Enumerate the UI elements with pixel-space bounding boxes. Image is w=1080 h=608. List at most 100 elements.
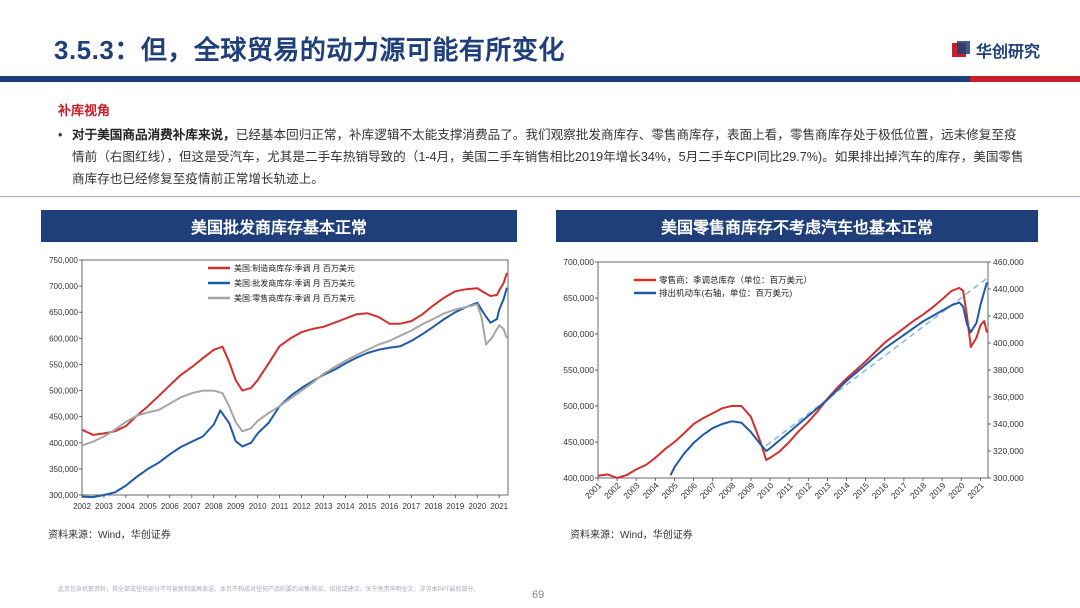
x-tick-label: 2005 <box>139 502 157 511</box>
y-tick-label: 350,000 <box>49 465 78 474</box>
left-line-chart: 300,000 350,000 400,000 450,000 500,000 550,0… <box>49 256 509 511</box>
x-tick-label: 2005 <box>659 480 680 501</box>
plot-frame <box>597 261 989 479</box>
x-tick-label: 2008 <box>717 480 738 501</box>
right-source-note: 资料来源：Wind，华创证券 <box>570 530 693 541</box>
right-y-tick-label: 340,000 <box>993 419 1024 429</box>
left-y-tick-label: 400,000 <box>563 473 594 483</box>
page-title: 3.5.3：但，全球贸易的动力源可能有所变化 <box>54 35 565 65</box>
x-tick-label: 2015 <box>359 502 377 511</box>
x-tick-label: 2011 <box>775 480 795 500</box>
x-tick-label: 2011 <box>271 502 289 511</box>
x-tick-label: 2021 <box>490 502 508 511</box>
right-chart-title: 美国零售商库存不考虑汽车也基本正常 <box>556 210 1038 242</box>
disclaimer: 此页包含机密资料，其全部或任何部分不可被复制或再发送。本页不构成对任何产品的要约… <box>58 587 480 593</box>
x-tick-label: 2019 <box>927 480 948 501</box>
x-tick-label: 2003 <box>621 480 642 501</box>
bullet-lead: 对于美国商品消费补库来说， <box>72 128 236 142</box>
x-tick-label: 2002 <box>602 480 623 501</box>
x-tick-label: 2014 <box>337 502 355 511</box>
y-tick-label: 600,000 <box>49 334 78 343</box>
right-y-tick-label: 400,000 <box>993 338 1024 348</box>
right-y-tick-label: 300,000 <box>993 473 1024 483</box>
series-line-2 <box>81 287 508 499</box>
header-rule-accent <box>970 76 1080 82</box>
series-line-2 <box>669 282 988 476</box>
left-chart-title: 美国批发商库存基本正常 <box>41 210 517 242</box>
header-rule <box>0 76 1080 82</box>
x-tick-label: 2017 <box>402 502 420 511</box>
plot-frame <box>81 259 509 496</box>
section-tag: 补库视角 <box>58 103 111 118</box>
x-tick-label: 2004 <box>640 480 661 501</box>
right-y-tick-label: 320,000 <box>993 446 1024 456</box>
x-tick-label: 2002 <box>73 502 91 511</box>
x-tick-label: 2007 <box>698 480 719 501</box>
x-tick-label: 2010 <box>755 480 776 501</box>
y-tick-label: 550,000 <box>49 360 78 369</box>
legend-label-3: 美国:零售商库存:季调 月 百万美元 <box>234 293 355 303</box>
y-tick-label: 300,000 <box>49 491 78 500</box>
right-y-tick-label: 420,000 <box>993 311 1024 321</box>
section-divider <box>0 196 1080 197</box>
left-y-tick-label: 500,000 <box>563 401 594 411</box>
left-y-tick-label: 550,000 <box>563 365 594 375</box>
bullet-dot-icon: • <box>58 128 63 142</box>
series-line-3 <box>81 303 508 447</box>
x-tick-label: 2021 <box>965 480 986 501</box>
x-tick-label: 2010 <box>249 502 267 511</box>
right-y-tick-label: 380,000 <box>993 365 1024 375</box>
x-tick-label: 2013 <box>315 502 333 511</box>
x-tick-label: 2019 <box>446 502 464 511</box>
y-tick-label: 700,000 <box>49 282 78 291</box>
x-tick-label: 2018 <box>424 502 442 511</box>
x-tick-label: 2003 <box>95 502 113 511</box>
x-tick-label: 2014 <box>831 480 852 501</box>
y-tick-label: 650,000 <box>49 308 78 317</box>
legend-label-2: 美国:批发商库存:季调 月 百万美元 <box>234 278 355 288</box>
page-number: 69 <box>532 589 545 601</box>
legend-label-1: 零售商：季调总库存（单位：百万美元） <box>659 275 812 285</box>
left-y-tick-label: 450,000 <box>563 437 594 447</box>
series-line-1 <box>81 272 508 436</box>
x-tick-label: 2004 <box>117 502 135 511</box>
left-y-tick-label: 700,000 <box>563 257 594 267</box>
left-y-tick-label: 600,000 <box>563 329 594 339</box>
x-tick-label: 2020 <box>468 502 486 511</box>
x-tick-label: 2009 <box>736 480 757 501</box>
legend-label-1: 美国:制造商库存:季调 月 百万美元 <box>234 263 355 273</box>
right-y-tick-label: 360,000 <box>993 392 1024 402</box>
x-tick-label: 2018 <box>908 480 929 501</box>
left-source-note: 资料来源：Wind，华创证券 <box>48 530 171 541</box>
logo-text: 华创研究 <box>975 44 1040 61</box>
right-y-tick-label: 440,000 <box>993 284 1024 294</box>
x-tick-label: 2012 <box>293 502 311 511</box>
legend-label-2: 排出机动车(右轴，单位：百万美元) <box>659 288 792 298</box>
y-tick-label: 750,000 <box>49 256 78 265</box>
x-tick-label: 2015 <box>851 480 872 501</box>
x-tick-label: 2013 <box>812 480 833 501</box>
y-tick-label: 500,000 <box>49 387 78 396</box>
x-tick-label: 2009 <box>227 502 245 511</box>
x-tick-label: 2012 <box>793 480 814 501</box>
x-tick-label: 2020 <box>946 480 967 501</box>
brand-logo: 华创研究 <box>951 38 1040 62</box>
y-tick-label: 450,000 <box>49 413 78 422</box>
series-line-1 <box>597 286 988 479</box>
bullet-paragraph: • 对于美国商品消费补库来说，已经基本回归正常，补库逻辑不太能支撑消费品了。我们… <box>58 124 1028 190</box>
logo-icon <box>951 41 970 57</box>
x-tick-label: 2006 <box>679 480 700 501</box>
y-tick-label: 400,000 <box>49 439 78 448</box>
x-tick-label: 2016 <box>381 502 399 511</box>
right-y-tick-label: 460,000 <box>993 257 1024 267</box>
x-tick-label: 2008 <box>205 502 223 511</box>
trend-line <box>765 277 988 447</box>
left-y-tick-label: 650,000 <box>563 293 594 303</box>
x-tick-label: 2006 <box>161 502 179 511</box>
bullet-body: 已经基本回归正常，补库逻辑不太能支撑消费品了。我们观察批发商库存、零售商库存，表… <box>72 128 1024 186</box>
right-line-chart: 400,000 450,000 500,000 550,000 600,000 650,0… <box>563 257 1024 501</box>
x-tick-label: 2016 <box>870 480 891 501</box>
x-tick-label: 2007 <box>183 502 201 511</box>
x-tick-label: 2017 <box>889 480 910 501</box>
x-tick-label: 2001 <box>583 480 604 501</box>
